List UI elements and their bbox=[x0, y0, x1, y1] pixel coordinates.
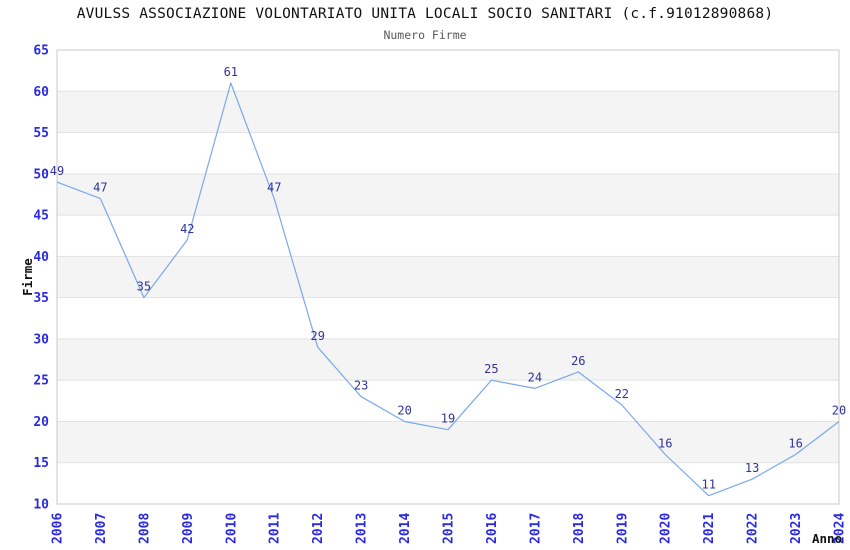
x-tick-label: 2015 bbox=[442, 513, 457, 544]
x-tick-label: 2018 bbox=[572, 513, 587, 544]
point-label: 29 bbox=[310, 329, 324, 343]
chart-subtitle: Numero Firme bbox=[383, 28, 467, 42]
x-tick-label: 2020 bbox=[659, 513, 674, 544]
point-label: 24 bbox=[528, 370, 542, 384]
y-tick-label: 55 bbox=[33, 126, 49, 141]
y-tick-label: 60 bbox=[33, 85, 49, 100]
y-axis-title: Firme bbox=[20, 258, 35, 296]
grid-band bbox=[57, 256, 839, 298]
x-tick-label: 2019 bbox=[615, 513, 630, 544]
grid-band bbox=[57, 91, 839, 133]
point-label: 25 bbox=[484, 362, 498, 376]
x-tick-label: 2008 bbox=[137, 513, 152, 544]
y-tick-label: 50 bbox=[33, 167, 49, 182]
point-label: 11 bbox=[701, 478, 715, 492]
point-label: 26 bbox=[571, 354, 585, 368]
point-label: 13 bbox=[745, 461, 759, 475]
point-label: 42 bbox=[180, 222, 194, 236]
y-tick-label: 35 bbox=[33, 291, 49, 306]
point-label: 22 bbox=[615, 387, 629, 401]
point-label: 20 bbox=[832, 404, 846, 418]
x-tick-label: 2011 bbox=[268, 513, 283, 544]
point-label: 19 bbox=[441, 412, 455, 426]
grid-band bbox=[57, 173, 839, 216]
point-label: 61 bbox=[224, 65, 238, 79]
x-tick-label: 2006 bbox=[51, 513, 66, 544]
x-tick-label: 2024 bbox=[833, 513, 848, 544]
plot-border bbox=[56, 49, 840, 505]
y-tick-label: 40 bbox=[33, 250, 49, 265]
x-tick-label: 2017 bbox=[528, 513, 543, 544]
x-tick-label: 2009 bbox=[181, 513, 196, 544]
point-label: 49 bbox=[50, 164, 64, 178]
point-label: 16 bbox=[788, 437, 802, 451]
x-tick-label: 2012 bbox=[311, 513, 326, 544]
y-tick-label: 20 bbox=[33, 415, 49, 430]
x-tick-label: 2023 bbox=[789, 513, 804, 544]
y-tick-label: 25 bbox=[33, 374, 49, 389]
x-tick-label: 2010 bbox=[224, 513, 239, 544]
y-tick-label: 65 bbox=[33, 44, 49, 59]
point-label: 35 bbox=[137, 280, 151, 294]
y-tick-label: 45 bbox=[33, 209, 49, 224]
x-tick-label: 2016 bbox=[485, 513, 500, 544]
point-label: 23 bbox=[354, 379, 368, 393]
x-tick-label: 2022 bbox=[746, 513, 761, 544]
grid-band bbox=[57, 421, 839, 463]
x-tick-label: 2021 bbox=[702, 513, 717, 544]
point-label: 47 bbox=[93, 181, 107, 195]
point-label: 47 bbox=[267, 181, 281, 195]
y-tick-label: 30 bbox=[33, 332, 49, 347]
y-tick-label: 10 bbox=[33, 498, 49, 513]
data-line bbox=[56, 82, 840, 497]
x-axis-title: Anno bbox=[812, 531, 842, 546]
x-tick-label: 2013 bbox=[355, 513, 370, 544]
x-tick-label: 2014 bbox=[398, 513, 413, 544]
grid-band bbox=[57, 338, 839, 381]
y-tick-label: 15 bbox=[33, 456, 49, 471]
x-tick-label: 2007 bbox=[94, 513, 109, 544]
point-label: 20 bbox=[397, 404, 411, 418]
point-label: 16 bbox=[658, 437, 672, 451]
chart-title: AVULSS ASSOCIAZIONE VOLONTARIATO UNITA L… bbox=[76, 6, 774, 22]
